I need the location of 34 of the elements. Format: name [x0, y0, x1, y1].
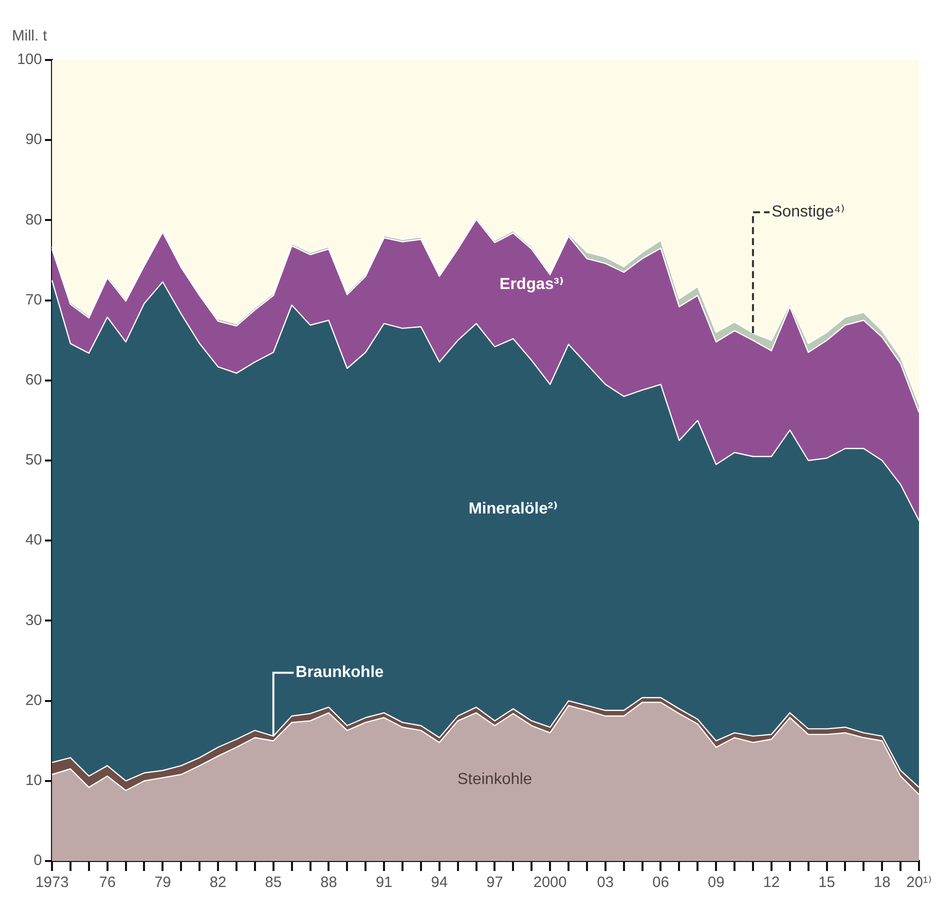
x-tick-label: 76: [98, 874, 116, 892]
x-tick-label: 97: [486, 874, 504, 892]
series-label: Steinkohle: [457, 771, 532, 788]
y-tick-label: 100: [16, 51, 42, 68]
y-tick-label: 30: [25, 612, 42, 629]
x-tick-label: 03: [597, 874, 614, 892]
x-tick-label: 85: [265, 874, 282, 892]
y-tick-label: 50: [25, 452, 42, 469]
x-tick-label: 12: [763, 874, 780, 892]
y-tick-label: 60: [25, 372, 42, 389]
y-tick-label: 80: [25, 211, 42, 228]
x-tick-label: 91: [376, 874, 392, 892]
y-tick-label: 40: [25, 532, 42, 549]
x-tick-label: 94: [431, 874, 448, 892]
series-label: Erdgas³⁾: [500, 276, 564, 294]
y-tick-label: 90: [25, 131, 42, 148]
x-tick-label: 2000: [533, 874, 567, 892]
series-label: Mineralöle²⁾: [468, 500, 558, 518]
x-tick-label: 82: [210, 874, 226, 892]
text: Sonstige⁴⁾: [772, 204, 845, 221]
x-tick-label: 15: [818, 874, 836, 892]
y-tick-label: 0: [34, 852, 42, 870]
x-tick-label: 06: [652, 874, 670, 892]
x-tick-label: 20¹⁾: [906, 874, 932, 892]
x-tick-label: 79: [154, 874, 172, 892]
x-tick-label: 18: [874, 874, 890, 892]
y-axis-title: Mill. t: [12, 28, 48, 45]
x-tick-label: 1973: [35, 874, 69, 892]
y-tick-label: 70: [25, 291, 42, 308]
y-tick-label: 10: [25, 772, 42, 790]
x-tick-label: 09: [708, 874, 724, 892]
y-tick-label: 20: [25, 692, 42, 709]
x-tick-label: 88: [320, 874, 338, 892]
series-label: Braunkohle: [296, 664, 384, 682]
